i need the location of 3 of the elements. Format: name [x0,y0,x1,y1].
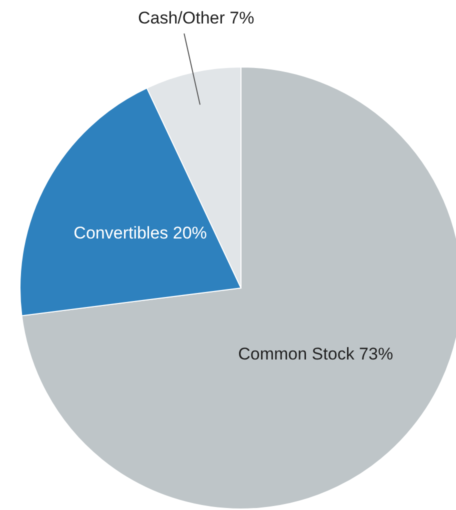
slice-label: Cash/Other 7% [138,8,254,28]
slice-label: Common Stock 73% [238,344,394,364]
slice-label: Convertibles 20% [74,224,207,243]
